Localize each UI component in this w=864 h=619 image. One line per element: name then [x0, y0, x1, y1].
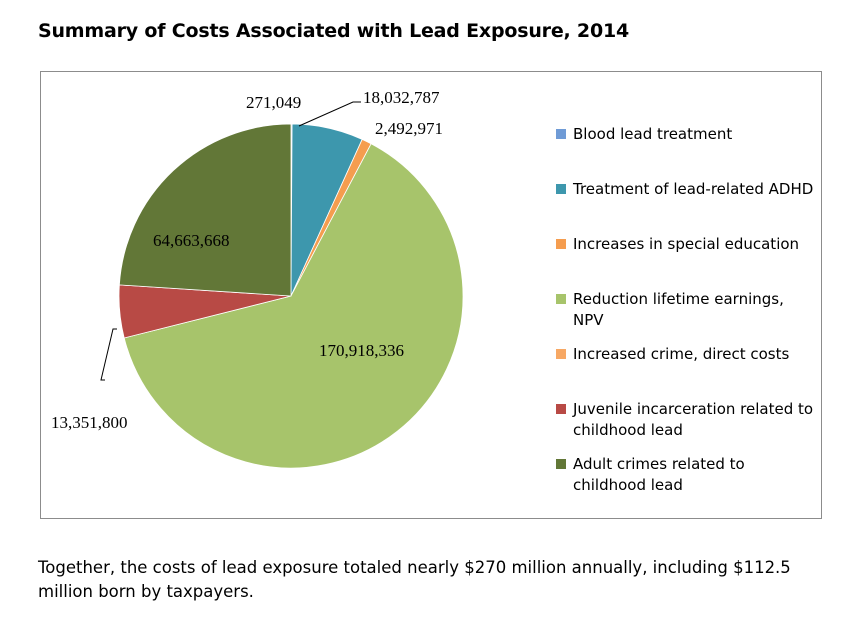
leader-line-juvenile [100, 328, 117, 381]
pie-chart: 271,049 18,032,787 2,492,971 170,918,336 13,… [51, 88, 464, 469]
legend-swatch-2 [556, 239, 566, 249]
legend-label-6: Adult crimes related to childhood lead [573, 455, 745, 494]
summary-caption: Together, the costs of lead exposure tot… [38, 558, 791, 601]
legend-swatch-1 [556, 184, 566, 194]
data-label-5: 13,351,800 [51, 413, 128, 432]
legend-label-0: Blood lead treatment [573, 125, 733, 143]
legend-item-5: Juvenile incarceration related to childh… [556, 399, 818, 441]
legend-label-4: Increased crime, direct costs [573, 345, 790, 363]
legend-swatch-5 [556, 404, 566, 414]
legend-swatch-0 [556, 129, 566, 139]
leader-line-adhd [298, 101, 361, 127]
data-label-3: 170,918,336 [319, 341, 404, 360]
legend-label-3: Reduction lifetime earnings, NPV [573, 290, 784, 329]
legend-item-2: Increases in special education [556, 234, 818, 255]
data-label-0: 271,049 [246, 93, 301, 112]
legend-label-2: Increases in special education [573, 235, 800, 253]
data-label-6: 64,663,668 [153, 231, 230, 250]
pie-slice-6 [118, 123, 292, 297]
pie-slice-3 [123, 143, 464, 469]
legend-swatch-6 [556, 459, 566, 469]
legend-item-4: Increased crime, direct costs [556, 344, 818, 365]
legend-item-1: Treatment of lead-related ADHD [556, 179, 818, 200]
legend-item-6: Adult crimes related to childhood lead [556, 454, 818, 496]
chart-title: Summary of Costs Associated with Lead Ex… [38, 20, 630, 42]
legend-label-1: Treatment of lead-related ADHD [573, 180, 814, 198]
legend-label-5: Juvenile incarceration related to childh… [573, 400, 814, 439]
data-label-1: 18,032,787 [363, 88, 440, 107]
legend-swatch-3 [556, 294, 566, 304]
chart-area: 271,049 18,032,787 2,492,971 170,918,336 13,… [40, 71, 822, 519]
data-label-2: 2,492,971 [375, 119, 443, 138]
legend-item-0: Blood lead treatment [556, 124, 818, 145]
legend-swatch-4 [556, 349, 566, 359]
legend-item-3: Reduction lifetime earnings, NPV [556, 289, 818, 331]
